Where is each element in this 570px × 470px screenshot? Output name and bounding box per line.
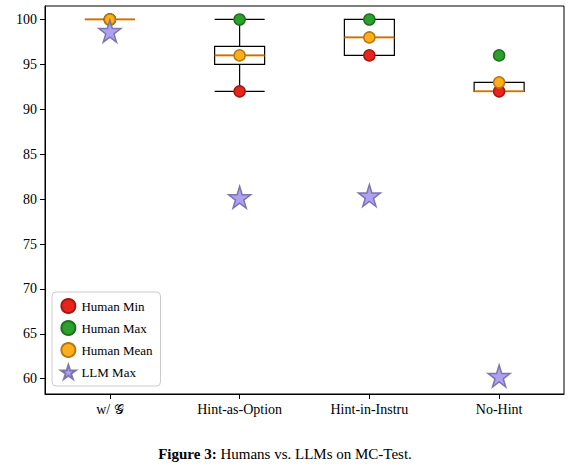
svg-text:Hint-as-Option: Hint-as-Option xyxy=(197,402,282,417)
svg-text:90: 90 xyxy=(23,102,37,117)
svg-text:Hint-in-Instru: Hint-in-Instru xyxy=(330,402,408,417)
svg-text:w/ 𝒢: w/ 𝒢 xyxy=(96,402,124,417)
svg-text:Figure 3:: Figure 3: xyxy=(158,446,216,462)
svg-text:65: 65 xyxy=(23,326,37,341)
svg-text:100: 100 xyxy=(16,12,37,27)
svg-text:75: 75 xyxy=(23,237,37,252)
svg-text:Human Mean: Human Mean xyxy=(81,343,153,358)
svg-text:No-Hint: No-Hint xyxy=(476,402,523,417)
svg-text:80: 80 xyxy=(23,192,37,207)
svg-text:Humans vs. LLMs on MC-Test.: Humans vs. LLMs on MC-Test. xyxy=(217,446,412,462)
svg-text:95: 95 xyxy=(23,57,37,72)
svg-text:85: 85 xyxy=(23,147,37,162)
svg-text:Human Min: Human Min xyxy=(81,299,145,314)
svg-text:60: 60 xyxy=(23,371,37,386)
svg-text:70: 70 xyxy=(23,281,37,296)
svg-text:Human Max: Human Max xyxy=(81,321,147,336)
svg-text:LLM Max: LLM Max xyxy=(81,365,136,380)
